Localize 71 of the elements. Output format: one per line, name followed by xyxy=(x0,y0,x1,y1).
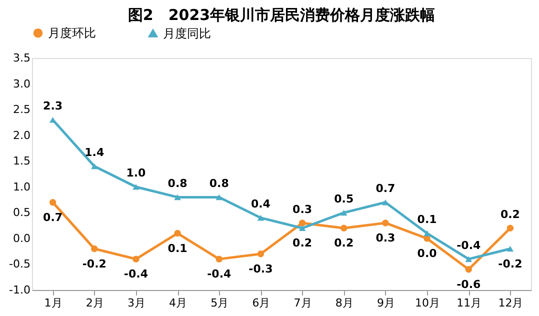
y-tick-label: -1.0 xyxy=(9,284,30,296)
data-label: 0.7 xyxy=(376,182,396,196)
point xyxy=(91,163,98,170)
point xyxy=(340,224,348,232)
data-label: -0.6 xyxy=(456,278,481,291)
y-tick-label: 2.0 xyxy=(13,128,30,142)
x-tick-label: 5月 xyxy=(210,296,229,310)
data-label: 0.8 xyxy=(209,177,229,190)
point xyxy=(132,184,140,190)
data-label: 0.5 xyxy=(334,192,354,206)
y-tick-label: 1.5 xyxy=(13,154,30,168)
data-label: 0.3 xyxy=(376,232,396,245)
data-label: 0.0 xyxy=(417,247,438,260)
legend-label: 月度环比 xyxy=(48,26,96,40)
x-tick-label: 11月 xyxy=(456,296,482,310)
point xyxy=(340,210,348,216)
point xyxy=(216,194,222,200)
x-tick-label: 10月 xyxy=(415,296,440,310)
point xyxy=(257,250,264,258)
x-tick-label: 1月 xyxy=(44,296,62,310)
x-tick-label: 3月 xyxy=(127,296,146,310)
point xyxy=(174,230,181,237)
point xyxy=(132,256,140,262)
y-tick-label: 3.5 xyxy=(13,52,30,64)
data-label: 1.0 xyxy=(126,166,146,180)
point xyxy=(298,225,306,232)
point xyxy=(382,220,389,226)
data-label: 0.7 xyxy=(43,210,63,224)
legend-label: 月度同比 xyxy=(163,26,211,40)
data-label: 0.1 xyxy=(168,242,188,255)
point xyxy=(506,224,514,232)
point xyxy=(424,235,430,242)
x-tick-label: 2月 xyxy=(86,296,104,310)
point xyxy=(49,199,56,206)
data-label: -0.4 xyxy=(207,268,232,281)
point xyxy=(465,256,472,262)
data-label: -0.2 xyxy=(498,257,522,270)
x-tick-label: 6月 xyxy=(252,296,270,310)
data-label: -0.3 xyxy=(248,262,273,276)
point xyxy=(424,230,430,236)
y-tick-label: 3.0 xyxy=(13,77,30,90)
point xyxy=(91,245,98,252)
data-label: 0.3 xyxy=(292,202,312,216)
y-tick-label: 2.5 xyxy=(13,103,30,116)
y-tick-label: 0.5 xyxy=(13,206,30,220)
y-tick-label: 0.0 xyxy=(13,232,30,245)
point xyxy=(257,214,264,221)
point xyxy=(174,194,181,200)
point xyxy=(465,266,472,273)
data-label: 2.3 xyxy=(43,100,63,113)
point xyxy=(216,256,222,262)
x-tick-label: 7月 xyxy=(294,296,312,310)
data-label: 0.8 xyxy=(168,177,188,190)
data-label: -0.2 xyxy=(82,257,106,270)
data-label: 0.2 xyxy=(500,208,520,221)
data-label: 0.1 xyxy=(417,213,437,226)
x-tick-label: 8月 xyxy=(335,296,354,310)
data-label: -0.4 xyxy=(456,238,481,252)
data-label: 0.2 xyxy=(292,236,312,250)
x-tick-label: 9月 xyxy=(376,296,395,310)
data-label: 0.2 xyxy=(334,236,354,250)
point xyxy=(506,246,514,252)
data-label: -0.4 xyxy=(124,268,148,281)
y-tick-label: 1.0 xyxy=(13,180,30,194)
point xyxy=(298,220,306,226)
x-tick-label: 4月 xyxy=(169,296,188,310)
y-tick-label: -0.5 xyxy=(9,258,30,271)
chart-title: 图2 2023年银川市居民消费价格月度涨跌幅 xyxy=(128,6,436,24)
data-label: 0.4 xyxy=(250,198,271,211)
x-tick-label: 12月 xyxy=(498,296,524,310)
data-label: 1.4 xyxy=(84,146,104,160)
